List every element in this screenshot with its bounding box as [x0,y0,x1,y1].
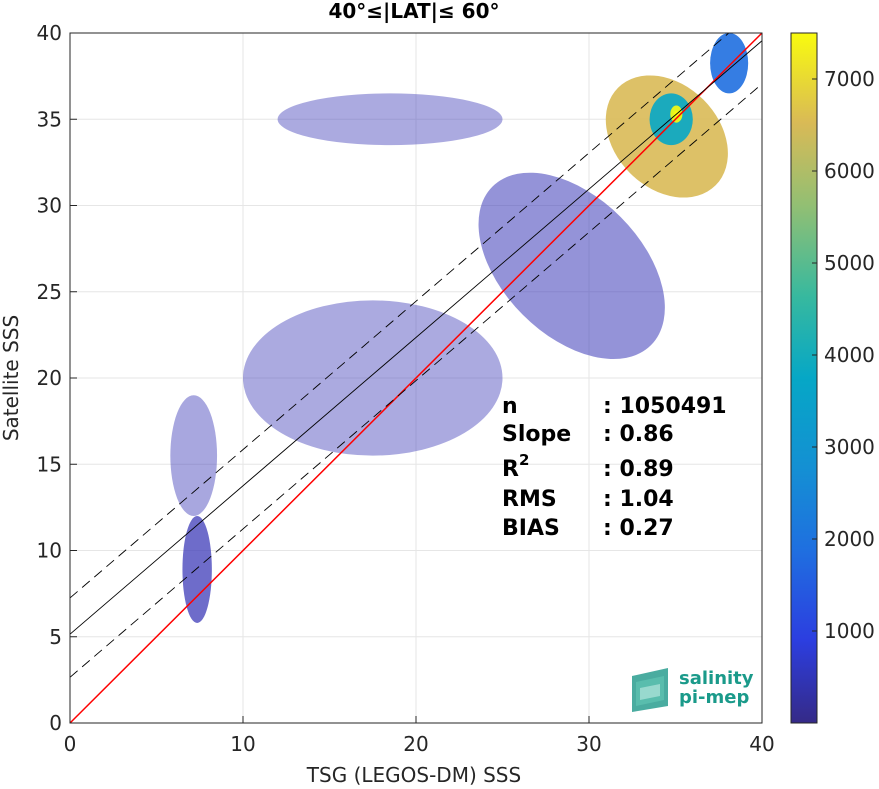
stat-superscript: 2 [519,451,529,469]
x-axis-ticks: 0 10 20 30 40 [64,716,775,756]
stat-label: BIAS [502,516,560,541]
stat-label: R [502,457,519,482]
y-tick-label: 35 [37,107,62,131]
density-region [170,395,218,516]
reference-lines [70,33,762,723]
density-region [710,33,749,94]
x-tick-label: 30 [576,732,601,756]
x-axis-title: TSG (LEGOS-DM) SSS [306,763,521,787]
colorbar-tick-label: 7000 [824,67,875,91]
stat-value: : 0.27 [603,516,674,541]
colorbar-tick-label: 3000 [824,435,875,459]
stat-label: RMS [502,487,557,512]
reference-line-fit [70,40,762,635]
stat-value: : 0.86 [603,422,674,447]
colorbar-tick-label: 4000 [824,343,875,367]
logo-line-1: salinity [679,668,754,689]
stat-label: Slope [502,422,571,447]
y-tick-label: 40 [37,21,62,45]
salinity-pi-mep-logo: salinity pi-mep [632,668,754,712]
chart-title: 40°≤|LAT|≤ 60° [328,0,499,23]
colorbar-tick-label: 1000 [824,619,875,643]
stat-value: : 0.89 [603,457,674,482]
y-tick-label: 30 [37,194,62,218]
stat-value: : 1.04 [603,487,674,512]
x-tick-label: 20 [403,732,428,756]
y-tick-label: 15 [37,452,62,476]
colorbar-tick-label: 2000 [824,527,875,551]
colorbar-ticks: 1000 2000 3000 4000 5000 6000 7000 [812,67,875,643]
density-region [277,93,503,146]
y-tick-label: 25 [37,280,62,304]
y-tick-label: 0 [49,711,62,735]
reference-line-fit-rms [70,33,730,599]
y-axis-ticks: 0 5 10 15 20 25 30 35 40 [37,21,77,735]
x-tick-label: 10 [230,732,255,756]
reference-line-fit-rms [70,83,762,678]
density-region [478,172,665,360]
y-tick-label: 20 [37,366,62,390]
stat-label: n [502,394,518,419]
density-heatmap [170,33,749,623]
logo-line-2: pi-mep [679,687,749,708]
y-tick-label: 10 [37,539,62,563]
stat-value: : 1050491 [603,394,727,419]
colorbar [790,32,818,724]
x-tick-label: 40 [749,732,774,756]
statistics-annotation: n : 1050491 Slope : 0.86 R 2 : 0.89 RMS : 1.04 BI… [502,394,727,541]
x-tick-label: 0 [64,732,77,756]
density-region [243,300,503,456]
y-axis-title: Satellite SSS [0,315,23,441]
colorbar-tick-label: 5000 [824,251,875,275]
y-tick-label: 5 [49,625,62,649]
reference-line-1-1 [70,33,762,723]
density-region [649,93,693,146]
colorbar-tick-label: 6000 [824,159,875,183]
density-region [182,516,212,623]
